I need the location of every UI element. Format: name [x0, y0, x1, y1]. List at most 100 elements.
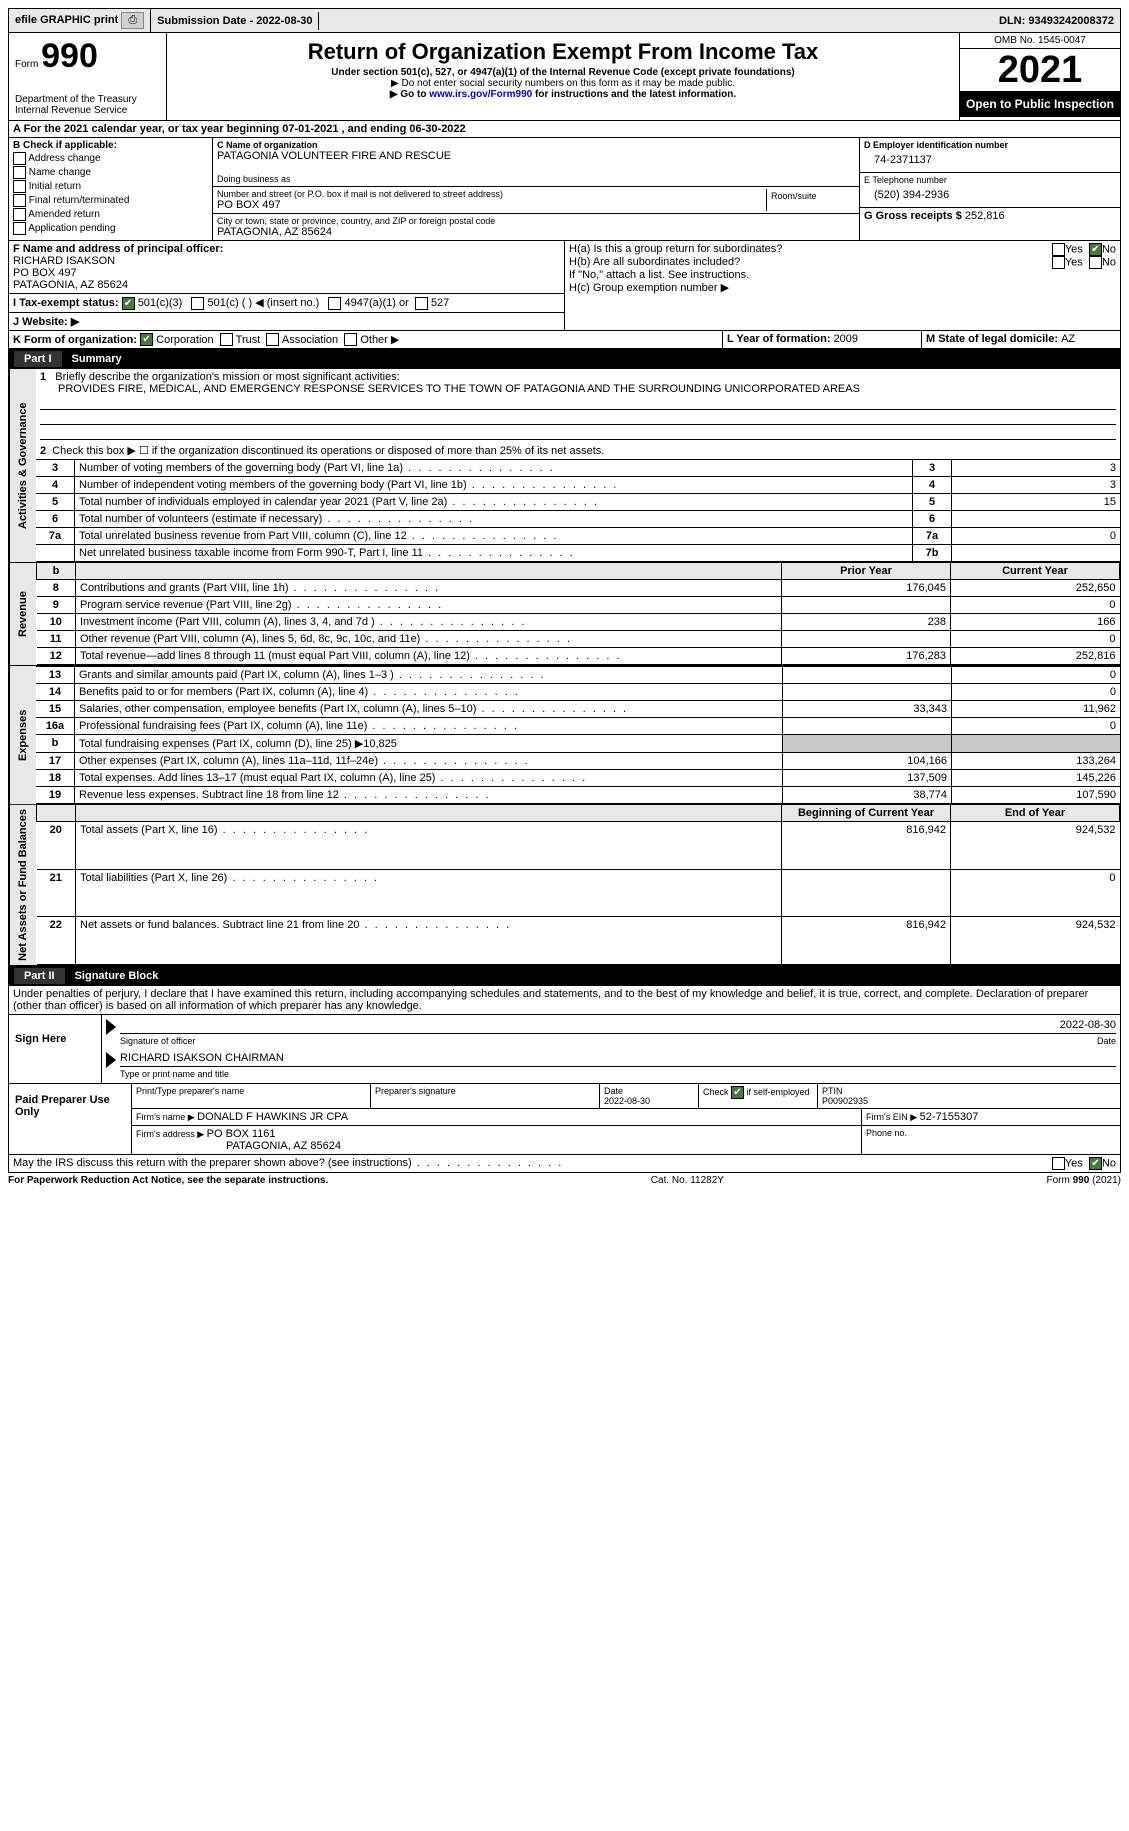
discuss-no[interactable] — [1089, 1157, 1102, 1170]
ha-no[interactable] — [1089, 243, 1102, 256]
table-row: 8 Contributions and grants (Part VIII, l… — [37, 580, 1120, 597]
ty-begin: 07-01-2021 — [282, 123, 338, 135]
part1-header: Part I Summary — [8, 349, 1121, 369]
cb-address[interactable]: Address change — [13, 152, 208, 165]
box-b: B Check if applicable: Address change Na… — [9, 138, 213, 240]
dln-label: DLN: — [999, 15, 1028, 27]
part2-title: Signature Block — [75, 970, 159, 982]
line-a-pre: A For the 2021 calendar year, or tax yea… — [13, 123, 282, 135]
goto-pre: ▶ Go to — [390, 89, 429, 100]
table-row: 16a Professional fundraising fees (Part … — [36, 718, 1120, 735]
cb-amended[interactable]: Amended return — [13, 208, 208, 221]
l2-text: Check this box ▶ ☐ if the organization d… — [52, 445, 604, 457]
vlabel-net: Net Assets or Fund Balances — [9, 805, 36, 965]
box-l-label: L Year of formation: — [727, 333, 834, 345]
room-label: Room/suite — [767, 189, 855, 211]
table-row: 5 Total number of individuals employed i… — [36, 494, 1120, 511]
table-row: b Total fundraising expenses (Part IX, c… — [36, 735, 1120, 753]
cb-corp[interactable] — [140, 333, 153, 346]
firm-name: DONALD F HAWKINS JR CPA — [197, 1111, 348, 1123]
cb-other[interactable] — [344, 333, 357, 346]
rev-section: Revenue b Prior Year Current Year 8 Cont… — [8, 563, 1121, 666]
tax-year: 2021 — [960, 49, 1120, 91]
left-fhij: F Name and address of principal officer:… — [9, 241, 565, 330]
irs-link[interactable]: www.irs.gov/Form990 — [429, 89, 532, 100]
subtitle-1: Under section 501(c), 527, or 4947(a)(1)… — [173, 67, 953, 78]
print-button[interactable]: ⎙ — [121, 12, 144, 29]
prep-date: 2022-08-30 — [604, 1096, 650, 1106]
box-i: I Tax-exempt status: 501(c)(3) 501(c) ( … — [9, 294, 564, 313]
discuss-yes[interactable] — [1052, 1157, 1065, 1170]
box-k: K Form of organization: Corporation Trus… — [9, 331, 723, 349]
cb-initial[interactable]: Initial return — [13, 180, 208, 193]
sig-arrow-icon — [106, 1019, 116, 1035]
ag-section: Activities & Governance 1 Briefly descri… — [8, 369, 1121, 563]
h-note: If "No," attach a list. See instructions… — [569, 269, 1116, 281]
box-c: C Name of organization PATAGONIA VOLUNTE… — [213, 138, 859, 240]
form-word: Form — [15, 59, 38, 70]
goto-post: for instructions and the latest informat… — [535, 89, 736, 100]
form-number: 990 — [41, 37, 98, 75]
box-e-label: E Telephone number — [864, 175, 1116, 185]
cb-final[interactable]: Final return/terminated — [13, 194, 208, 207]
vlabel-exp: Expenses — [9, 666, 36, 804]
header-mid: Return of Organization Exempt From Incom… — [167, 33, 960, 120]
cb-501c3[interactable] — [122, 297, 135, 310]
part1-title: Summary — [72, 353, 122, 365]
ptin-label: PTIN — [822, 1086, 843, 1096]
ag-table: 3 Number of voting members of the govern… — [36, 459, 1120, 562]
phone-value: (520) 394-2936 — [864, 185, 1116, 205]
self-emp-check[interactable]: Check if self-employed — [703, 1087, 810, 1097]
box-b-title: B Check if applicable: — [13, 140, 117, 151]
box-d-label: D Employer identification number — [864, 140, 1116, 150]
vlabel-rev: Revenue — [9, 563, 36, 665]
officer-name-title: RICHARD ISAKSON CHAIRMAN — [120, 1052, 1116, 1064]
open-inspection: Open to Public Inspection — [960, 91, 1120, 117]
state-domicile: AZ — [1061, 333, 1075, 345]
ha-yes[interactable] — [1052, 243, 1065, 256]
cb-trust[interactable] — [220, 333, 233, 346]
table-row: 19 Revenue less expenses. Subtract line … — [36, 787, 1120, 804]
box-m: M State of legal domicile: AZ — [922, 331, 1120, 349]
box-de: D Employer identification number 74-2371… — [859, 138, 1120, 240]
officer-street: PO BOX 497 — [13, 267, 77, 279]
table-row: 12 Total revenue—add lines 8 through 11 … — [37, 648, 1120, 665]
cb-527[interactable] — [415, 297, 428, 310]
box-l: L Year of formation: 2009 — [723, 331, 922, 349]
hb-no[interactable] — [1089, 256, 1102, 269]
part1-tab: Part I — [14, 351, 62, 367]
hb-yes[interactable] — [1052, 256, 1065, 269]
firm-addr1: PO BOX 1161 — [207, 1128, 276, 1140]
cb-501c[interactable] — [191, 297, 204, 310]
dba-label: Doing business as — [217, 174, 855, 184]
net-section: Net Assets or Fund Balances Beginning of… — [8, 805, 1121, 966]
table-row: 13 Grants and similar amounts paid (Part… — [36, 667, 1120, 684]
subtitle-2: ▶ Do not enter social security numbers o… — [173, 78, 953, 89]
cb-assoc[interactable] — [266, 333, 279, 346]
table-row: 21 Total liabilities (Part X, line 26) 0 — [37, 869, 1120, 917]
cb-4947[interactable] — [328, 297, 341, 310]
phone-label: Phone no. — [862, 1126, 1120, 1154]
declaration: Under penalties of perjury, I declare th… — [8, 986, 1121, 1015]
table-row: 9 Program service revenue (Part VIII, li… — [37, 597, 1120, 614]
prep-sig-label: Preparer's signature — [371, 1084, 600, 1108]
box-m-label: M State of legal domicile: — [926, 333, 1061, 345]
h-a-label: H(a) Is this a group return for subordin… — [569, 243, 782, 256]
dln-cell: DLN: 93493242008372 — [993, 12, 1120, 30]
ein-value: 74-2371137 — [864, 150, 1116, 170]
table-row: 22 Net assets or fund balances. Subtract… — [37, 917, 1120, 965]
form-title: Return of Organization Exempt From Incom… — [173, 39, 953, 65]
box-i-label: I Tax-exempt status: — [13, 297, 119, 309]
table-row: 14 Benefits paid to or for members (Part… — [36, 684, 1120, 701]
col-current: Current Year — [951, 563, 1120, 580]
discuss-text: May the IRS discuss this return with the… — [13, 1157, 1052, 1170]
efile-text: efile GRAPHIC print — [15, 14, 118, 26]
omb-number: OMB No. 1545-0047 — [960, 33, 1120, 49]
box-f: F Name and address of principal officer:… — [9, 241, 564, 294]
cb-name[interactable]: Name change — [13, 166, 208, 179]
cb-pending[interactable]: Application pending — [13, 222, 208, 235]
table-row: 18 Total expenses. Add lines 13–17 (must… — [36, 770, 1120, 787]
table-row: 4 Number of independent voting members o… — [36, 477, 1120, 494]
gross-receipts: 252,816 — [965, 210, 1005, 222]
table-row: 7a Total unrelated business revenue from… — [36, 528, 1120, 545]
